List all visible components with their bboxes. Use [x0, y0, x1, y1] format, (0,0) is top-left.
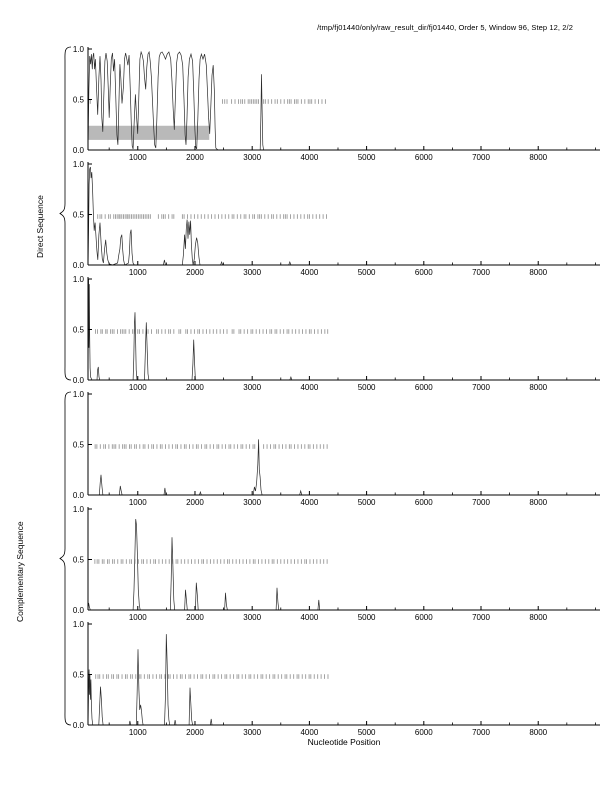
x-tick-label: 6000: [415, 268, 433, 277]
axes: [87, 622, 600, 726]
subplot-complementary-frame-2: 0.0 0.5 1.0 1000 2000 3000 4000 5000 6000 7000 800…: [73, 505, 600, 622]
marker-dash-row: [95, 674, 329, 679]
y-tick-label: 0.5: [73, 210, 85, 219]
x-tick-label: 7000: [472, 268, 490, 277]
x-tick-label: 8000: [529, 498, 547, 507]
x-tick-label: 8000: [529, 728, 547, 737]
x-tick-label: 4000: [300, 498, 318, 507]
y-tick-label: 0.0: [73, 376, 85, 385]
marker-dash-row: [94, 444, 328, 449]
x-tick-label: 6000: [415, 153, 433, 162]
probability-curve: [87, 634, 327, 726]
x-axis-title: Nucleotide Position: [307, 737, 381, 747]
axes: [87, 162, 600, 266]
x-tick-label: 5000: [358, 728, 376, 737]
x-tick-label: 6000: [415, 383, 433, 392]
subplot-direct-frame-2: 0.0 0.5 1.0 1000 2000 3000 4000 5000 6000 7000 800…: [73, 160, 600, 277]
y-tick-label: 0.0: [73, 491, 85, 500]
axes: [87, 277, 600, 381]
coding-region-band: [88, 125, 210, 140]
subplot-direct-frame-1: 0.0 0.5 1.0 1000 2000 3000 4000 5000 6000 7000 800…: [73, 45, 600, 162]
y-tick-label: 1.0: [73, 390, 85, 399]
y-tick-label: 1.0: [73, 505, 85, 514]
x-tick-label: 7000: [472, 383, 490, 392]
y-tick-label: 0.0: [73, 606, 85, 615]
x-tick-label: 5000: [358, 613, 376, 622]
x-tick-label: 6000: [415, 728, 433, 737]
subplot-complementary-frame-1: 0.0 0.5 1.0 1000 2000 3000 4000 5000 6000 7000 800…: [73, 390, 600, 507]
x-tick-label: 1000: [129, 153, 147, 162]
x-tick-label: 4000: [300, 268, 318, 277]
axes: [87, 507, 600, 611]
y-tick-label: 0.5: [73, 440, 85, 449]
x-tick-label: 8000: [529, 383, 547, 392]
y-tick-label: 0.5: [73, 95, 85, 104]
y-tick-label: 0.5: [73, 670, 85, 679]
marker-dash-row: [97, 214, 328, 219]
y-tick-label: 0.0: [73, 146, 85, 155]
x-tick-label: 5000: [358, 383, 376, 392]
y-tick-label: 1.0: [73, 160, 85, 169]
x-tick-label: 4000: [300, 613, 318, 622]
x-tick-label: 2000: [186, 613, 204, 622]
x-tick-label: 7000: [472, 153, 490, 162]
marker-dash-row: [94, 559, 328, 564]
x-tick-label: 2000: [186, 728, 204, 737]
x-tick-label: 4000: [300, 153, 318, 162]
x-tick-label: 8000: [529, 268, 547, 277]
x-tick-label: 4000: [300, 383, 318, 392]
x-tick-label: 8000: [529, 153, 547, 162]
complementary-sequence-brace: [59, 391, 72, 726]
probability-curve: [88, 439, 327, 496]
x-tick-label: 1000: [129, 498, 147, 507]
x-tick-label: 3000: [243, 613, 261, 622]
x-tick-label: 3000: [243, 728, 261, 737]
x-tick-label: 1000: [129, 268, 147, 277]
y-tick-label: 0.5: [73, 325, 85, 334]
marker-dash-row: [94, 329, 329, 334]
probability-curve: [87, 166, 327, 266]
y-tick-label: 0.5: [73, 555, 85, 564]
x-tick-label: 7000: [472, 498, 490, 507]
x-tick-label: 2000: [186, 268, 204, 277]
x-tick-label: 1000: [129, 728, 147, 737]
x-tick-label: 2000: [186, 153, 204, 162]
page-title: /tmp/fj01440/only/raw_result_dir/fj01440…: [317, 23, 573, 32]
x-tick-label: 5000: [358, 268, 376, 277]
x-tick-label: 5000: [358, 498, 376, 507]
y-tick-label: 0.0: [73, 721, 85, 730]
y-tick-label: 1.0: [73, 620, 85, 629]
x-tick-label: 1000: [129, 383, 147, 392]
axes: [87, 47, 600, 151]
axes: [87, 392, 600, 496]
direct-sequence-brace: [59, 46, 72, 381]
y-tick-label: 1.0: [73, 275, 85, 284]
x-tick-label: 6000: [415, 498, 433, 507]
y-tick-label: 1.0: [73, 45, 85, 54]
marker-dash-row: [88, 99, 326, 104]
x-tick-label: 4000: [300, 728, 318, 737]
y-tick-label: 0.0: [73, 261, 85, 270]
x-tick-label: 3000: [243, 153, 261, 162]
probability-curve: [87, 519, 327, 611]
x-tick-label: 3000: [243, 268, 261, 277]
probability-curve: [87, 50, 327, 151]
x-tick-label: 5000: [358, 153, 376, 162]
x-tick-label: 6000: [415, 613, 433, 622]
subplot-complementary-frame-3: 0.0 0.5 1.0 1000 2000 3000 4000 5000 6000 7000 800…: [73, 620, 600, 737]
x-tick-label: 3000: [243, 498, 261, 507]
x-tick-label: 8000: [529, 613, 547, 622]
x-tick-label: 3000: [243, 383, 261, 392]
x-tick-label: 2000: [186, 498, 204, 507]
probability-curve: [87, 278, 327, 381]
x-tick-label: 7000: [472, 728, 490, 737]
x-tick-label: 7000: [472, 613, 490, 622]
subplot-direct-frame-3: 0.0 0.5 1.0 1000 2000 3000 4000 5000 6000 7000 800…: [73, 275, 600, 392]
x-tick-label: 1000: [129, 613, 147, 622]
x-tick-label: 2000: [186, 383, 204, 392]
